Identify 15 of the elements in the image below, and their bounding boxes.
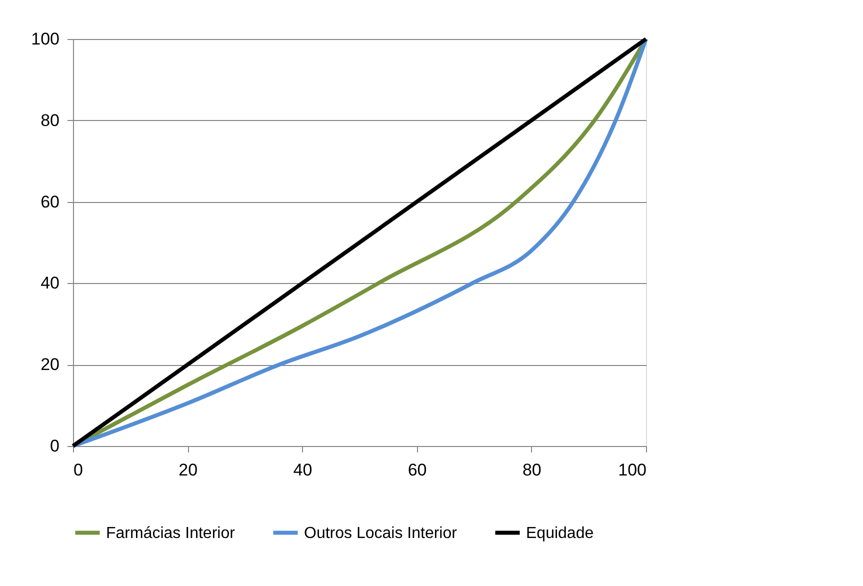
- x-tick-label: 0: [74, 460, 83, 480]
- y-tick-label: 0: [50, 436, 60, 456]
- y-tick-label: 80: [40, 110, 60, 130]
- x-tick-label: 40: [293, 460, 312, 480]
- x-tick-label: 100: [618, 460, 646, 480]
- x-tick-label: 80: [522, 460, 542, 480]
- x-tick-label: 20: [178, 460, 198, 480]
- legend-label: Farmácias Interior: [106, 524, 236, 542]
- legend-label: Equidade: [526, 524, 594, 542]
- y-tick-label: 60: [40, 192, 60, 212]
- y-tick-label: 40: [40, 274, 60, 293]
- y-tick-label: 100: [31, 30, 60, 48]
- legend-label: Outros Locais Interior: [304, 524, 458, 542]
- y-tick-label: 20: [40, 355, 60, 374]
- x-tick-label: 60: [408, 460, 427, 480]
